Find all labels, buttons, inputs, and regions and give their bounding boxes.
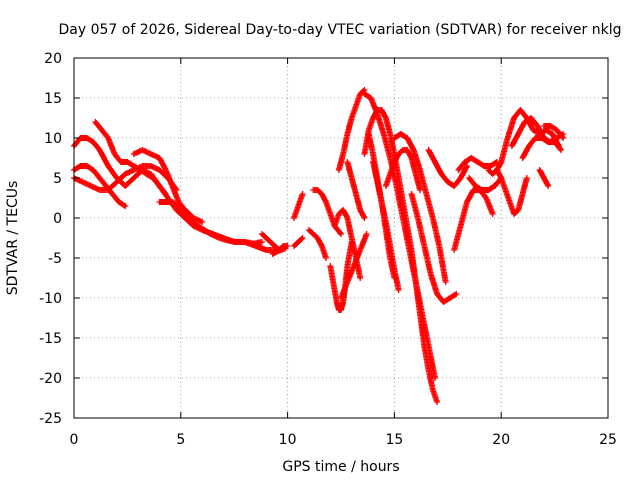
y-tick-label: 20 — [44, 51, 62, 67]
series-track-23 — [391, 131, 449, 285]
series-track-25 — [425, 147, 470, 189]
data-point-marks — [391, 131, 449, 285]
series-track-3 — [92, 119, 169, 197]
series-track-28 — [466, 175, 505, 193]
y-tick-label: -25 — [39, 411, 62, 427]
y-tick-label: 0 — [53, 211, 62, 227]
x-tick-label: 20 — [492, 432, 510, 448]
data-point-marks — [92, 119, 169, 197]
series-track-26 — [451, 187, 496, 253]
data-point-marks — [306, 227, 329, 261]
data-point-marks — [540, 123, 567, 141]
data-point-marks — [344, 159, 368, 221]
data-point-marks — [361, 107, 441, 405]
data-point-marks — [156, 199, 265, 247]
series-track-16 — [335, 87, 368, 173]
series-track-10 — [291, 191, 306, 221]
data-point-marks — [493, 167, 530, 217]
y-tick-label: -5 — [48, 251, 62, 267]
y-axis-tick-labels: -25 -20 -15 -10 -5 0 5 10 15 20 — [39, 51, 62, 427]
series-track-24 — [408, 191, 460, 305]
series-track-30 — [493, 167, 530, 217]
series-track-17 — [344, 159, 368, 221]
x-tick-label: 0 — [70, 432, 79, 448]
data-point-marks — [519, 135, 564, 161]
y-tick-label: 15 — [44, 91, 62, 107]
series-track-22 — [382, 147, 423, 193]
data-point-marks — [466, 175, 505, 193]
x-axis-tick-labels: 0 5 10 15 20 25 — [70, 432, 617, 448]
plot-frame — [73, 57, 609, 419]
y-tick-label: -15 — [39, 331, 62, 347]
series-track-35 — [540, 123, 567, 141]
series-track-12 — [306, 227, 329, 261]
data-point-marks — [408, 191, 460, 305]
series-track-33 — [519, 135, 564, 161]
data-point-marks — [338, 231, 370, 301]
series-track-19 — [361, 107, 441, 405]
grid-lines — [74, 58, 608, 418]
data-point-marks — [425, 147, 470, 189]
axis-ticks — [73, 57, 609, 419]
data-point-marks — [370, 159, 402, 293]
data-point-marks — [536, 167, 552, 189]
data-point-marks — [335, 87, 368, 173]
x-axis-label: GPS time / hours — [282, 459, 399, 475]
data-point-marks — [451, 187, 496, 253]
series-track-21 — [370, 159, 402, 293]
x-tick-label: 15 — [385, 432, 403, 448]
y-tick-label: -20 — [39, 371, 62, 387]
x-tick-label: 10 — [279, 432, 297, 448]
y-tick-label: 5 — [53, 171, 62, 187]
y-axis-label: SDTVAR / TECUs — [5, 181, 21, 296]
data-point-marks — [269, 245, 289, 257]
series-track-9 — [291, 235, 306, 249]
data-point-marks — [455, 155, 500, 173]
data-point-marks — [291, 235, 306, 249]
chart-title: Day 057 of 2026, Sidereal Day-to-day VTE… — [59, 22, 622, 38]
data-point-marks — [291, 191, 306, 221]
x-tick-label: 5 — [176, 432, 185, 448]
series-track-27 — [455, 155, 500, 173]
y-tick-label: -10 — [39, 291, 62, 307]
y-tick-label: 10 — [44, 131, 62, 147]
series-track-6 — [156, 199, 265, 247]
series-track-34 — [536, 167, 552, 189]
series-track-15 — [338, 231, 370, 301]
series-track-8 — [269, 245, 289, 257]
x-tick-label: 25 — [599, 432, 617, 448]
data-point-marks — [382, 147, 423, 193]
